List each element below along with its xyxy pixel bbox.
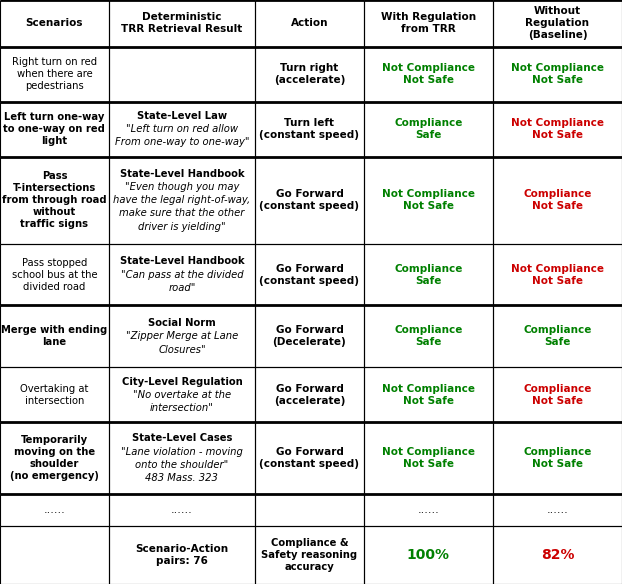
Text: Go Forward
(accelerate): Go Forward (accelerate) <box>274 384 345 406</box>
Text: Pass
T-intersections
from through road
without
traffic signs: Pass T-intersections from through road w… <box>2 171 107 229</box>
Text: Scenarios: Scenarios <box>26 19 83 29</box>
Text: Not Compliance
Not Safe: Not Compliance Not Safe <box>382 384 475 406</box>
Text: Go Forward
(constant speed): Go Forward (constant speed) <box>259 447 360 469</box>
Text: Compliance &
Safety reasoning
accuracy: Compliance & Safety reasoning accuracy <box>261 538 358 572</box>
Text: State-Level Handbook: State-Level Handbook <box>119 169 244 179</box>
Text: Not Compliance
Not Safe: Not Compliance Not Safe <box>382 189 475 211</box>
Text: City-Level Regulation: City-Level Regulation <box>121 377 243 387</box>
Text: Not Compliance
Not Safe: Not Compliance Not Safe <box>511 119 604 140</box>
Text: ......: ...... <box>44 505 65 515</box>
Text: Not Compliance
Not Safe: Not Compliance Not Safe <box>382 447 475 469</box>
Text: "Lane violation - moving: "Lane violation - moving <box>121 447 243 457</box>
Text: Overtaking at
intersection: Overtaking at intersection <box>21 384 88 406</box>
Text: "Can pass at the divided: "Can pass at the divided <box>121 270 243 280</box>
Text: ......: ...... <box>171 505 193 515</box>
Text: Compliance
Not Safe: Compliance Not Safe <box>523 189 592 211</box>
Text: Pass stopped
school bus at the
divided road: Pass stopped school bus at the divided r… <box>12 258 97 291</box>
Text: Not Compliance
Not Safe: Not Compliance Not Safe <box>511 64 604 85</box>
Text: Compliance
Safe: Compliance Safe <box>394 119 463 140</box>
Text: Go Forward
(constant speed): Go Forward (constant speed) <box>259 263 360 286</box>
Text: 82%: 82% <box>541 548 574 562</box>
Text: ......: ...... <box>417 505 439 515</box>
Text: With Regulation
from TRR: With Regulation from TRR <box>381 12 476 34</box>
Text: Closures": Closures" <box>158 345 206 354</box>
Text: Action: Action <box>290 19 328 29</box>
Text: Not Compliance
Not Safe: Not Compliance Not Safe <box>511 263 604 286</box>
Text: Compliance
Safe: Compliance Safe <box>394 325 463 347</box>
Text: Not Compliance
Not Safe: Not Compliance Not Safe <box>382 64 475 85</box>
Text: 100%: 100% <box>407 548 450 562</box>
Text: Social Norm: Social Norm <box>148 318 216 328</box>
Text: Compliance
Safe: Compliance Safe <box>394 263 463 286</box>
Text: Compliance
Not Safe: Compliance Not Safe <box>523 384 592 406</box>
Text: Without
Regulation
(Baseline): Without Regulation (Baseline) <box>526 6 590 40</box>
Text: Turn right
(accelerate): Turn right (accelerate) <box>274 64 345 85</box>
Text: Go Forward
(constant speed): Go Forward (constant speed) <box>259 189 360 211</box>
Text: road": road" <box>168 283 196 293</box>
Text: intersection": intersection" <box>150 403 214 413</box>
Text: Compliance
Not Safe: Compliance Not Safe <box>523 447 592 469</box>
Text: driver is yielding": driver is yielding" <box>138 221 226 231</box>
Text: State-Level Handbook: State-Level Handbook <box>119 256 244 266</box>
Text: "No overtake at the: "No overtake at the <box>133 390 231 400</box>
Text: Scenario-Action
pairs: 76: Scenario-Action pairs: 76 <box>136 544 228 566</box>
Text: make sure that the other: make sure that the other <box>119 208 244 218</box>
Text: From one-way to one-way": From one-way to one-way" <box>114 137 249 148</box>
Text: have the legal right-of-way,: have the legal right-of-way, <box>113 195 251 205</box>
Text: "Even though you may: "Even though you may <box>125 182 239 192</box>
Text: State-Level Law: State-Level Law <box>137 111 227 121</box>
Text: Deterministic
TRR Retrieval Result: Deterministic TRR Retrieval Result <box>121 12 243 34</box>
Text: 483 Mass. 323: 483 Mass. 323 <box>146 473 218 483</box>
Text: Compliance
Safe: Compliance Safe <box>523 325 592 347</box>
Text: onto the shoulder": onto the shoulder" <box>136 460 228 470</box>
Text: Turn left
(constant speed): Turn left (constant speed) <box>259 119 360 140</box>
Text: ......: ...... <box>547 505 569 515</box>
Text: "Left turn on red allow: "Left turn on red allow <box>126 124 238 134</box>
Text: Right turn on red
when there are
pedestrians: Right turn on red when there are pedestr… <box>12 57 97 91</box>
Text: Go Forward
(Decelerate): Go Forward (Decelerate) <box>272 325 346 347</box>
Text: Temporarily
moving on the
shoulder
(no emergency): Temporarily moving on the shoulder (no e… <box>10 435 99 481</box>
Text: "Zipper Merge at Lane: "Zipper Merge at Lane <box>126 332 238 342</box>
Text: Merge with ending
lane: Merge with ending lane <box>1 325 108 347</box>
Text: Left turn one-way
to one-way on red
light: Left turn one-way to one-way on red ligh… <box>4 112 105 146</box>
Text: State-Level Cases: State-Level Cases <box>132 433 232 443</box>
